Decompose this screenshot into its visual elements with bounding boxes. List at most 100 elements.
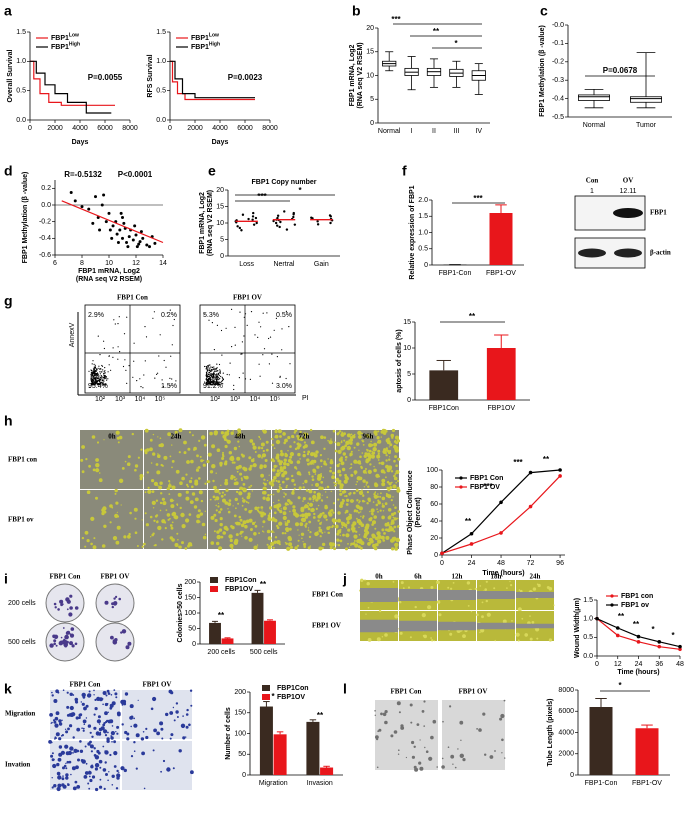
texture [286, 462, 290, 467]
flow-event [212, 375, 214, 377]
texture [341, 467, 346, 472]
texture [329, 466, 332, 469]
texture [141, 751, 146, 756]
texture [212, 479, 215, 483]
point [138, 240, 142, 244]
flow-event [103, 377, 105, 379]
texture [285, 542, 288, 545]
texture [271, 518, 275, 522]
annotation: *** [513, 458, 523, 467]
texture [378, 501, 381, 505]
texture [353, 510, 356, 513]
texture [307, 450, 311, 454]
flow-event [94, 379, 96, 381]
texture [309, 531, 312, 534]
texture [120, 699, 125, 705]
flow-event [219, 377, 221, 380]
texture [411, 755, 415, 759]
flow-event [209, 370, 211, 372]
texture [336, 544, 338, 546]
texture [397, 510, 401, 513]
texture [94, 698, 97, 702]
texture [97, 715, 101, 719]
flow-event [288, 326, 290, 328]
y-tick-label: 0 [242, 772, 246, 779]
texture [288, 527, 292, 531]
texture [381, 528, 385, 532]
flow-event [210, 378, 212, 380]
texture [57, 783, 62, 788]
texture [107, 692, 111, 695]
texture [230, 431, 234, 435]
texture [363, 532, 368, 537]
texture [296, 460, 301, 464]
texture [238, 491, 243, 496]
point [292, 215, 295, 219]
texture [392, 581, 395, 583]
annotation: * [454, 39, 458, 48]
texture [195, 468, 200, 472]
column-label: FBP1 OV [459, 688, 488, 696]
flow-event [92, 383, 94, 385]
texture [126, 462, 131, 467]
texture [161, 497, 165, 501]
texture [133, 741, 136, 744]
texture [387, 521, 390, 525]
flow-event [240, 353, 242, 355]
texture [54, 723, 59, 728]
quadrant-value: 1.5% [161, 383, 177, 390]
texture [144, 491, 147, 494]
texture [212, 495, 216, 499]
texture [391, 428, 396, 433]
flow-event [161, 379, 163, 381]
point [279, 220, 282, 224]
texture [66, 691, 69, 694]
texture [213, 485, 217, 490]
texture [224, 481, 229, 486]
flow-event [260, 326, 262, 328]
colony [71, 644, 75, 648]
texture [54, 738, 56, 740]
texture [98, 697, 103, 702]
annotation: *** [257, 192, 267, 201]
texture [103, 787, 106, 791]
texture [242, 499, 246, 503]
texture [61, 777, 65, 781]
texture [172, 706, 175, 709]
legend-name: FBP1OV [225, 586, 253, 593]
texture [72, 786, 77, 791]
texture [387, 442, 389, 445]
texture [61, 751, 65, 754]
texture [218, 546, 223, 551]
texture [79, 749, 84, 753]
texture [462, 634, 466, 638]
flow-event [133, 360, 135, 362]
texture [357, 545, 361, 549]
flow-event [100, 368, 102, 370]
flow-event [98, 365, 100, 367]
texture [390, 470, 394, 473]
y-axis-label: (Percent) [415, 497, 422, 527]
texture [519, 589, 523, 593]
y-tick-label: 1.5 [418, 213, 428, 220]
flow-event [108, 364, 110, 366]
texture [98, 478, 103, 483]
texture [380, 461, 385, 466]
texture [302, 497, 306, 501]
point [615, 626, 620, 630]
texture [391, 547, 395, 551]
texture [145, 735, 149, 740]
legend-name: FBP1 [191, 35, 209, 42]
texture [242, 483, 246, 486]
texture [91, 735, 94, 738]
texture [86, 693, 92, 698]
texture [484, 588, 488, 591]
flow-event [207, 377, 210, 380]
point [110, 236, 114, 240]
flow-event [221, 380, 223, 382]
texture [481, 615, 484, 619]
texture [220, 494, 224, 498]
texture [106, 739, 110, 743]
texture [359, 455, 362, 459]
flow-event [101, 382, 103, 384]
